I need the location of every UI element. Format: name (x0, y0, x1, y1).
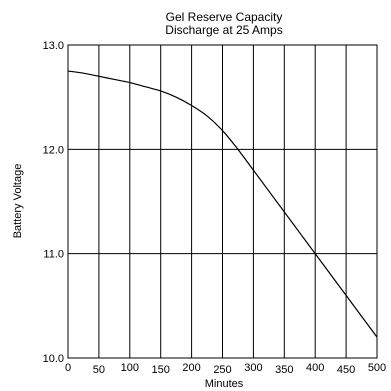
plot-frame (67, 44, 378, 359)
grid (68, 45, 377, 358)
chart-title: Gel Reserve Capacity (166, 10, 283, 24)
x-tick-label: 250 (213, 364, 231, 376)
x-tick-label: 450 (337, 364, 355, 376)
x-tick-label: 200 (182, 362, 200, 374)
x-tick-label: 300 (244, 362, 262, 374)
x-tick-label: 150 (152, 364, 170, 376)
y-tick-label: 13.0 (43, 40, 64, 52)
x-tick-label: 400 (306, 362, 324, 374)
tick-labels: 0 50 100 150 200 250 300 350 400 450 500 10.0 11.0 12… (43, 40, 387, 376)
series-line (67, 70, 378, 338)
x-tick-label: 0 (65, 362, 71, 374)
x-tick-label: 50 (93, 364, 105, 376)
x-tick-label: 350 (275, 364, 293, 376)
x-axis-label: Minutes (205, 378, 244, 390)
y-tick-label: 12.0 (43, 144, 64, 156)
y-axis-label: Battery Voltage (12, 164, 24, 239)
y-tick-label: 10.0 (43, 353, 64, 365)
chart-subtitle: Discharge at 25 Amps (165, 23, 282, 37)
x-tick-label: 500 (368, 362, 386, 374)
x-tick-label: 100 (121, 362, 139, 374)
y-tick-label: 11.0 (43, 249, 64, 261)
